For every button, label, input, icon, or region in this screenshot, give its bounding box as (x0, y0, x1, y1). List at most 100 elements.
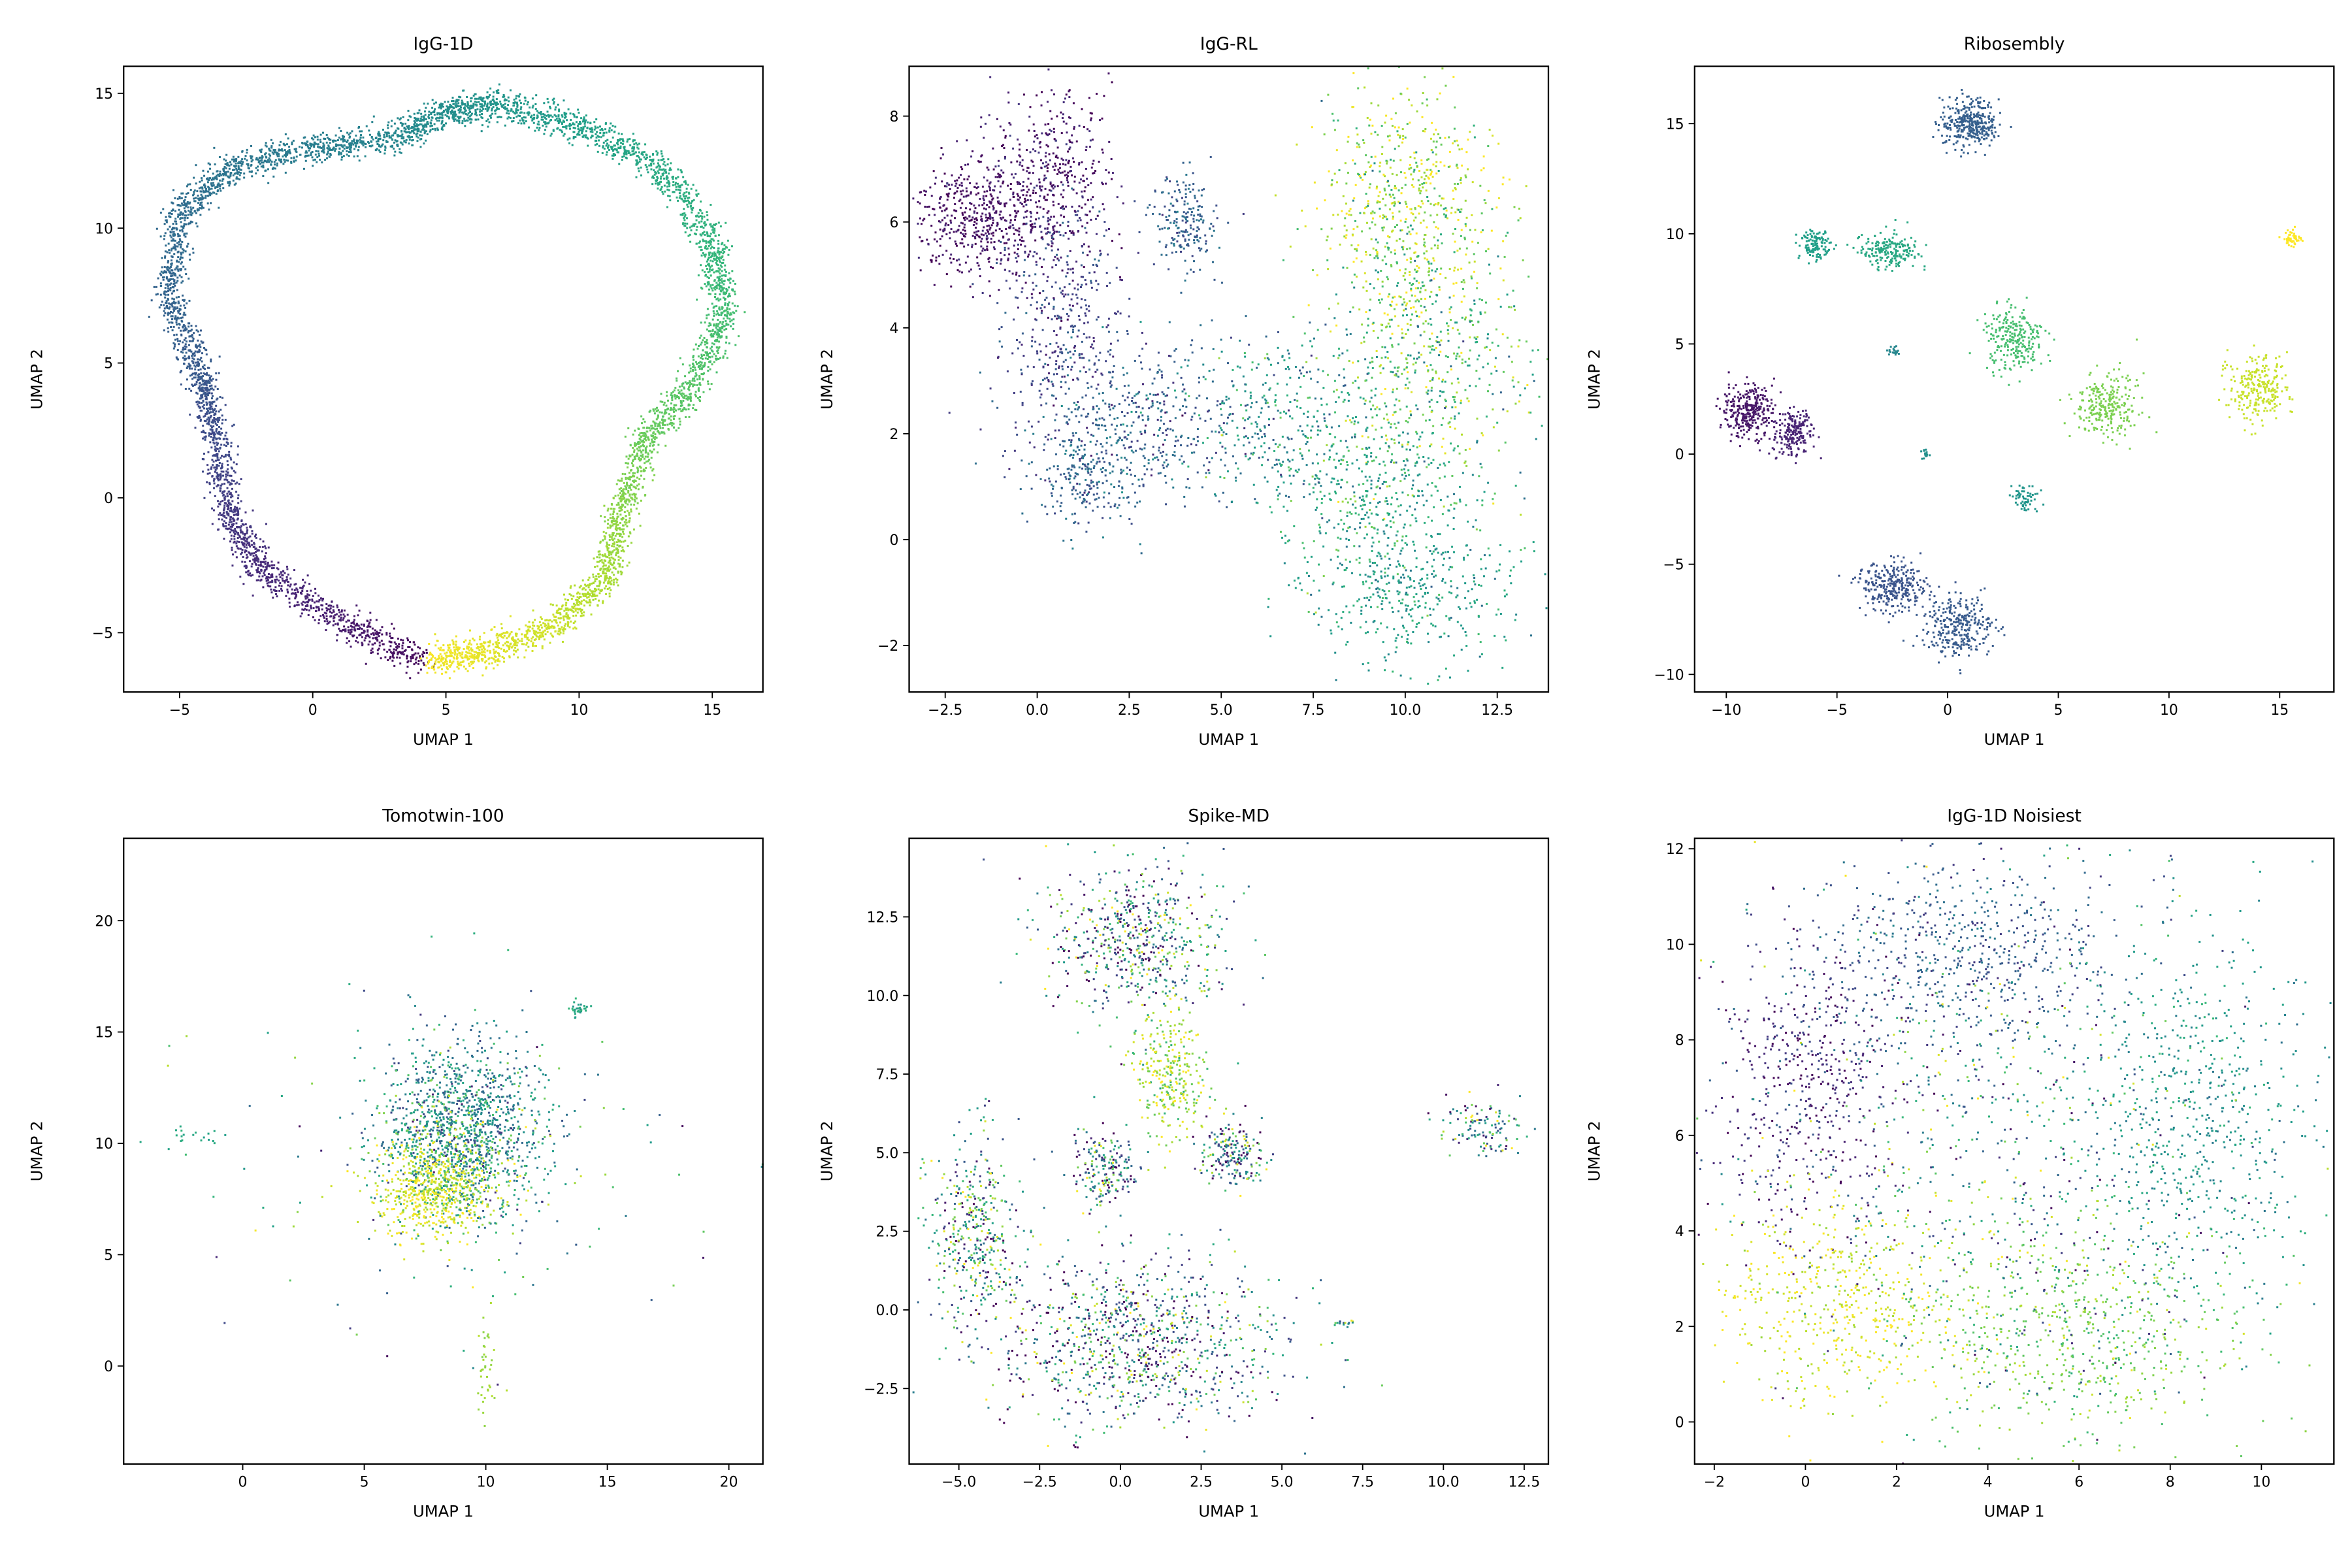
data-point (188, 322, 189, 324)
data-point (669, 199, 671, 201)
data-point (287, 137, 289, 139)
data-point (268, 547, 270, 549)
data-point (318, 150, 319, 152)
data-point (310, 154, 312, 156)
data-point (276, 163, 278, 165)
data-point (220, 501, 221, 503)
data-point (497, 116, 498, 118)
data-point (233, 529, 235, 531)
data-point (214, 437, 216, 439)
data-point (696, 299, 698, 301)
data-point (694, 223, 696, 225)
data-point (213, 419, 215, 421)
data-point (574, 127, 576, 129)
data-point (699, 337, 701, 339)
data-point (708, 383, 710, 385)
data-point (502, 106, 504, 108)
data-point (225, 528, 227, 530)
data-point (204, 432, 206, 434)
data-point (182, 217, 184, 219)
data-point (610, 146, 612, 148)
data-point (171, 318, 173, 320)
data-point (274, 589, 276, 591)
data-point (558, 122, 560, 124)
data-point (645, 434, 647, 436)
data-point (572, 113, 574, 115)
data-point (710, 259, 711, 261)
data-point (293, 593, 295, 595)
data-point (184, 203, 186, 205)
data-point (342, 150, 344, 152)
data-point (639, 442, 641, 444)
data-point (259, 157, 261, 159)
data-point (191, 208, 193, 210)
data-point (166, 302, 168, 304)
data-point (244, 540, 246, 542)
data-point (159, 306, 161, 308)
data-point (210, 183, 212, 185)
data-point (392, 654, 394, 656)
data-point (425, 649, 427, 651)
data-point (314, 142, 316, 144)
data-point (479, 110, 481, 112)
data-point (713, 315, 715, 317)
data-point (628, 458, 630, 460)
data-point (702, 227, 704, 229)
data-point (407, 639, 409, 641)
data-point (210, 361, 212, 363)
data-point (165, 271, 167, 273)
data-point (634, 430, 636, 432)
data-point (366, 125, 368, 127)
data-point (251, 540, 253, 542)
data-point (686, 223, 688, 225)
data-point (472, 105, 474, 107)
data-point (262, 175, 264, 177)
data-point (718, 258, 720, 260)
data-point (651, 457, 653, 459)
data-point (185, 211, 187, 213)
data-point (276, 576, 278, 578)
data-point (239, 576, 241, 578)
data-point (214, 421, 216, 423)
data-point (678, 397, 680, 399)
data-point (694, 376, 696, 378)
data-point (708, 263, 710, 265)
data-point (419, 123, 421, 125)
data-point (357, 149, 359, 151)
data-point (220, 457, 221, 459)
data-point (174, 273, 176, 275)
data-point (372, 139, 374, 140)
data-point (638, 428, 640, 430)
data-point (655, 167, 657, 169)
data-point (644, 151, 645, 153)
data-point (192, 372, 194, 374)
data-point (641, 441, 643, 443)
data-point (231, 547, 233, 549)
data-point (278, 562, 280, 564)
data-point (678, 186, 680, 188)
data-point (638, 148, 640, 150)
data-point (326, 142, 328, 144)
data-point (255, 158, 257, 160)
data-point (215, 379, 217, 381)
data-point (719, 308, 721, 310)
data-point (420, 668, 422, 670)
data-point (203, 170, 204, 172)
data-point (706, 341, 708, 343)
data-point (460, 106, 462, 108)
data-point (463, 118, 465, 120)
data-point (732, 280, 734, 282)
data-point (218, 484, 220, 486)
data-point (689, 241, 691, 243)
data-point (528, 127, 530, 129)
data-point (704, 255, 706, 257)
data-point (683, 192, 685, 194)
data-point (684, 200, 686, 202)
data-point (178, 302, 180, 304)
data-point (210, 429, 212, 431)
data-point (425, 107, 427, 109)
data-point (390, 146, 392, 148)
data-point (706, 346, 708, 348)
data-point (276, 595, 278, 597)
data-point (268, 161, 270, 163)
